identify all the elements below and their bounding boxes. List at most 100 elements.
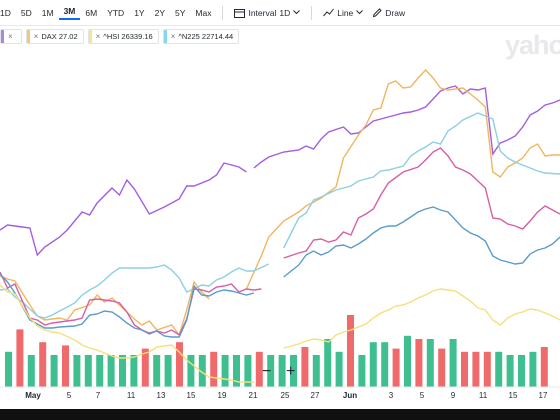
volume-bar (16, 329, 24, 387)
chart-type-button[interactable]: Line (318, 8, 368, 18)
calendar-icon (234, 8, 246, 18)
toolbar-divider (311, 5, 313, 20)
series-color-swatch (1, 29, 4, 43)
x-tick-label: 11 (127, 391, 136, 400)
x-tick-label: 25 (281, 391, 290, 400)
range-max[interactable]: Max (195, 7, 212, 18)
chevron-down-icon (356, 10, 364, 15)
chart-toolbar: 1D 5D 1M 3M 6M YTD 1Y 2Y 5Y Max Interval 1D Line … (0, 0, 560, 26)
volume-bar (39, 342, 47, 387)
volume-bar (347, 315, 354, 387)
x-tick-label: 3 (389, 391, 394, 400)
line-chart-icon (323, 8, 335, 17)
series-line (0, 112, 560, 319)
series-color-swatch (163, 29, 167, 43)
range-2y[interactable]: 2Y (154, 7, 165, 18)
close-icon[interactable]: × (170, 31, 176, 41)
x-tick-label: 27 (311, 391, 320, 400)
volume-bar (324, 339, 332, 387)
toolbar-divider (222, 5, 224, 20)
volume-bar (27, 355, 35, 387)
close-icon[interactable]: × (8, 31, 13, 41)
volume-bar (483, 351, 491, 387)
x-tick-label: 15 (509, 391, 518, 400)
volume-bar (176, 342, 183, 387)
volume-bar (153, 355, 161, 387)
close-icon[interactable]: × (95, 31, 101, 41)
x-tick-label: 11 (479, 391, 488, 400)
volume-bar (84, 355, 92, 387)
volume-bar (96, 355, 104, 387)
x-tick-label: 19 (218, 391, 227, 400)
volume-bar (472, 351, 480, 387)
comparison-label: ^N225 22714.44 (178, 31, 234, 41)
range-5y[interactable]: 5Y (175, 7, 186, 18)
zoom-out-button[interactable]: − (262, 363, 271, 380)
interval-button[interactable]: Interval 1D (229, 8, 305, 18)
volume-bar (438, 348, 446, 387)
zoom-in-button[interactable]: + (286, 363, 295, 380)
volume-bar (164, 355, 172, 387)
chart-type-label: Line (337, 7, 354, 18)
series-line (0, 147, 560, 337)
volume-bar (449, 339, 457, 387)
volume-bar (415, 339, 423, 387)
x-tick-label: Jun (343, 391, 357, 400)
range-ytd[interactable]: YTD (107, 7, 125, 18)
volume-bar (404, 335, 411, 387)
comparison-chip[interactable]: × DAX 27.02 (25, 28, 84, 44)
series-line (0, 68, 560, 337)
volume-bar (198, 355, 206, 387)
range-5d[interactable]: 5D (20, 7, 32, 18)
range-3m[interactable]: 3M (58, 6, 81, 20)
volume-bar (358, 355, 366, 387)
series-line (0, 284, 560, 383)
volume-bars (5, 315, 548, 387)
volume-bar (278, 355, 286, 387)
comparison-chip[interactable]: × ^N225 22714.44 (162, 28, 240, 44)
volume-bar (50, 355, 58, 387)
range-1y[interactable]: 1Y (134, 7, 145, 18)
volume-bar (107, 355, 115, 387)
volume-bar (244, 355, 252, 387)
volume-bar (312, 355, 320, 387)
zoom-controls: − + (262, 363, 295, 380)
x-axis: May 5 7 11 13 15 19 21 25 27 Jun 3 5 9 11 15 17 (0, 386, 560, 400)
comparison-chip[interactable]: × ^HSI 26339.16 (87, 28, 159, 44)
range-1d[interactable]: 1D (0, 7, 11, 18)
pencil-icon (373, 8, 383, 17)
volume-bar (62, 345, 69, 387)
x-tick-label: 21 (249, 391, 258, 400)
volume-bar (461, 351, 468, 387)
comparison-chip[interactable]: × (0, 28, 22, 44)
series-line (0, 85, 560, 257)
x-tick-label: 5 (67, 391, 72, 400)
series-color-swatch (88, 29, 92, 43)
volume-bar (130, 355, 138, 387)
x-tick-label: 13 (157, 391, 166, 400)
comparison-label: ^HSI 26339.16 (103, 31, 153, 41)
series-line (0, 206, 560, 338)
volume-bar (392, 348, 400, 387)
volume-bar (335, 351, 343, 387)
x-tick-label: 7 (96, 391, 101, 400)
yahoo-logo: yahoo (505, 30, 560, 60)
interval-label: Interval (248, 7, 277, 18)
volume-bar (73, 355, 81, 387)
range-1m[interactable]: 1M (41, 7, 54, 18)
x-tick-label: 9 (451, 391, 456, 400)
draw-button[interactable]: Draw (368, 8, 410, 18)
volume-bar (210, 351, 218, 387)
volume-bar (495, 351, 503, 387)
volume-bar (187, 355, 195, 387)
close-icon[interactable]: × (33, 31, 39, 41)
draw-label: Draw (385, 7, 406, 18)
chevron-down-icon (293, 10, 301, 15)
range-6m[interactable]: 6M (85, 7, 98, 18)
volume-bar (141, 348, 149, 387)
x-tick-label: 17 (539, 391, 548, 400)
volume-bar (221, 355, 229, 387)
comparison-list: × × DAX 27.02 × ^HSI 26339.16 × ^N225 22714.44 (0, 27, 243, 45)
volume-bar (529, 351, 537, 387)
